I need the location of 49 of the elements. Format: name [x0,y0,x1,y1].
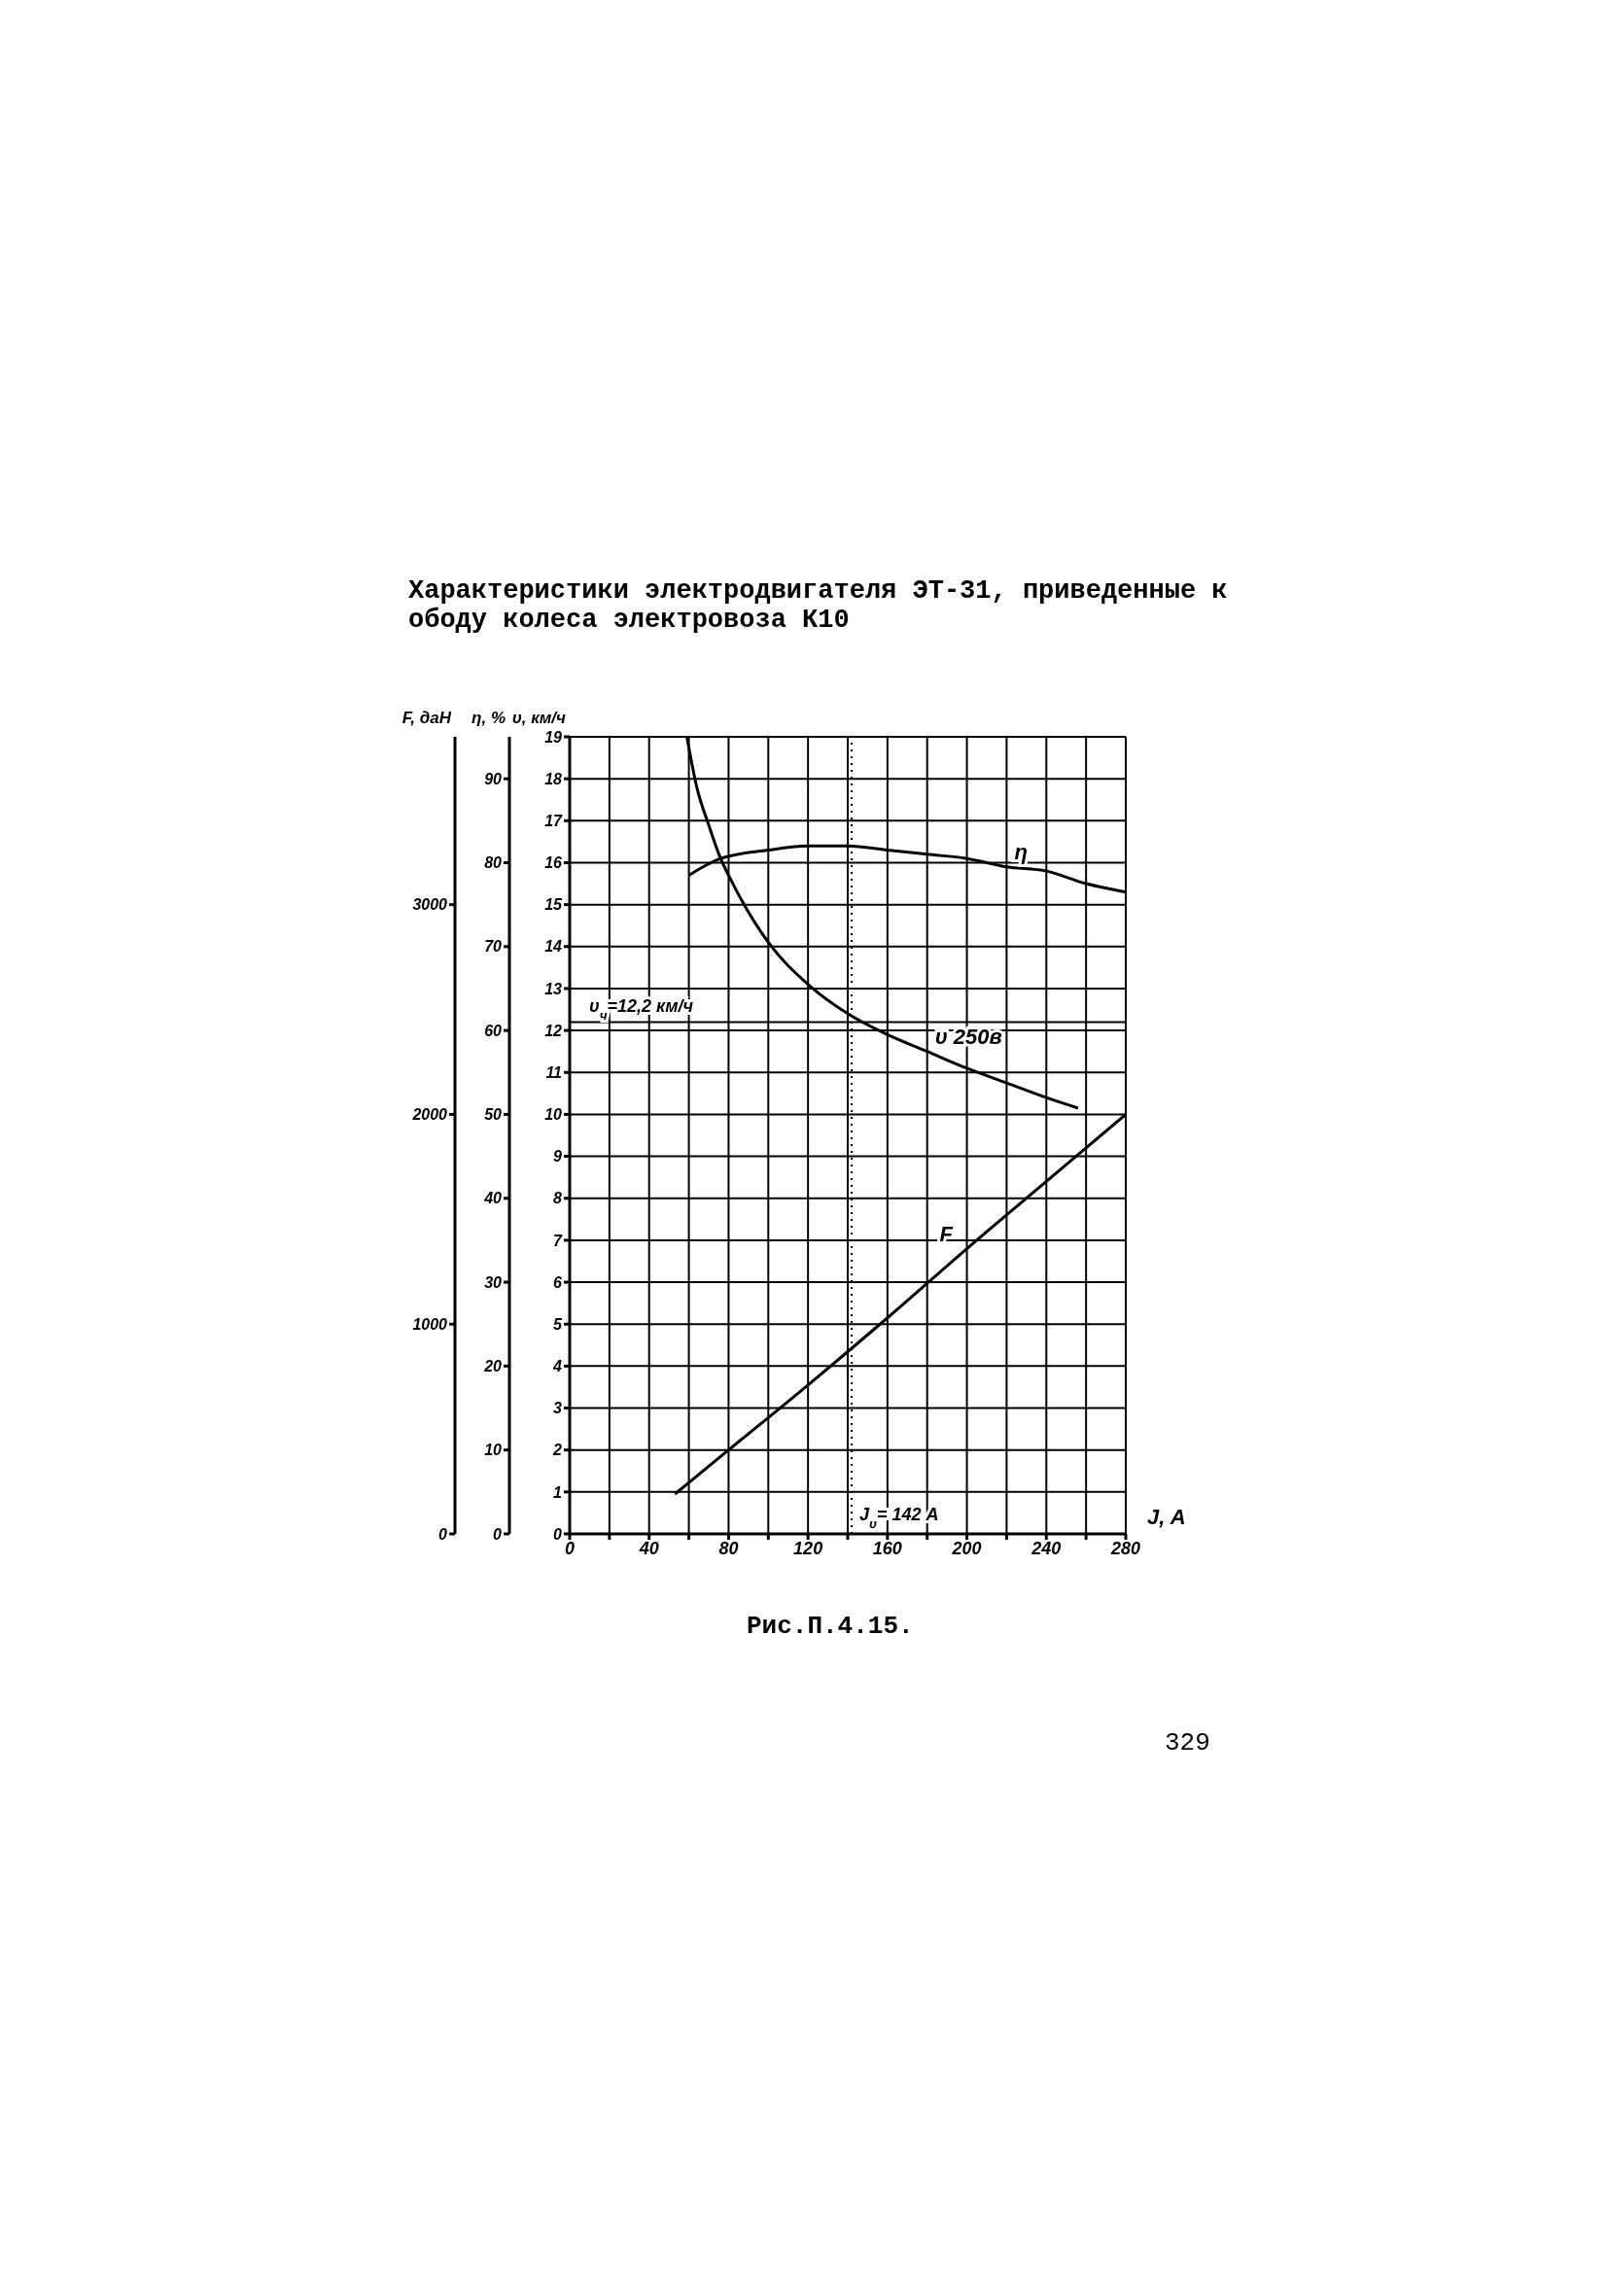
y-tick-label: 18 [544,770,563,787]
x-tick-label: 80 [718,1538,739,1558]
y-axis-title: υ, км/ч [511,709,567,727]
y3-tick-label: 1000 [412,1315,448,1333]
x-tick-label: 240 [1031,1538,1062,1558]
y3-axis-title: F, даН [402,709,452,727]
y2-tick-label: 40 [483,1190,503,1207]
y-tick-label: 12 [544,1022,563,1039]
y-tick-label: 9 [553,1148,563,1165]
text: Рис.П.4.15. [747,1612,914,1641]
x-tick-label: 40 [638,1538,659,1558]
y2-tick-label: 10 [484,1442,503,1459]
y-tick-label: 4 [552,1358,563,1375]
x-axis-title: J, A [1147,1505,1186,1529]
chart-title: Характеристики электродвигателя ЭТ-31, приведенные к ободу колеса электровоза К10 [408,576,1229,635]
y3-tick-label: 3000 [412,896,448,914]
y-tick-label: 1 [553,1483,563,1501]
x-tick-label: 200 [951,1538,982,1558]
y-tick-label: 3 [553,1400,563,1417]
y2-tick-label: 50 [484,1106,503,1124]
y-tick-label: 5 [553,1315,564,1333]
text: 329 [1165,1728,1210,1757]
y-tick-label: 2 [552,1442,563,1459]
y2-tick-label: 60 [484,1022,503,1039]
y-tick-label: 8 [553,1190,563,1207]
y2-tick-label: 80 [484,854,503,872]
y-tick-label: 15 [544,896,564,914]
y3-tick-label: 0 [438,1525,448,1543]
y-tick-label: 11 [545,1063,563,1081]
y-tick-label: 19 [544,728,563,746]
y2-tick-label: 70 [484,938,503,956]
y2-axis-title: η, % [472,709,506,727]
y-tick-label: 6 [553,1273,563,1291]
y2-tick-label: 20 [483,1358,503,1375]
y-tick-label: 17 [544,813,564,829]
y-tick-label: 0 [553,1525,563,1543]
y-tick-label: 14 [544,938,563,956]
y2-tick-label: 90 [484,770,503,787]
x-tick-label: 160 [872,1538,902,1558]
y3-tick-label: 2000 [411,1106,448,1124]
y-tick-label: 13 [544,980,563,997]
y2-tick-label: 30 [484,1273,503,1291]
y2-tick-label: 0 [493,1525,503,1543]
x-tick-label: 120 [793,1538,823,1558]
y-tick-label: 16 [544,854,563,872]
series-label: η [1014,839,1028,864]
y-tick-label: 7 [553,1232,564,1249]
x-tick-label: 280 [1109,1538,1141,1558]
y-tick-label: 10 [544,1106,563,1124]
